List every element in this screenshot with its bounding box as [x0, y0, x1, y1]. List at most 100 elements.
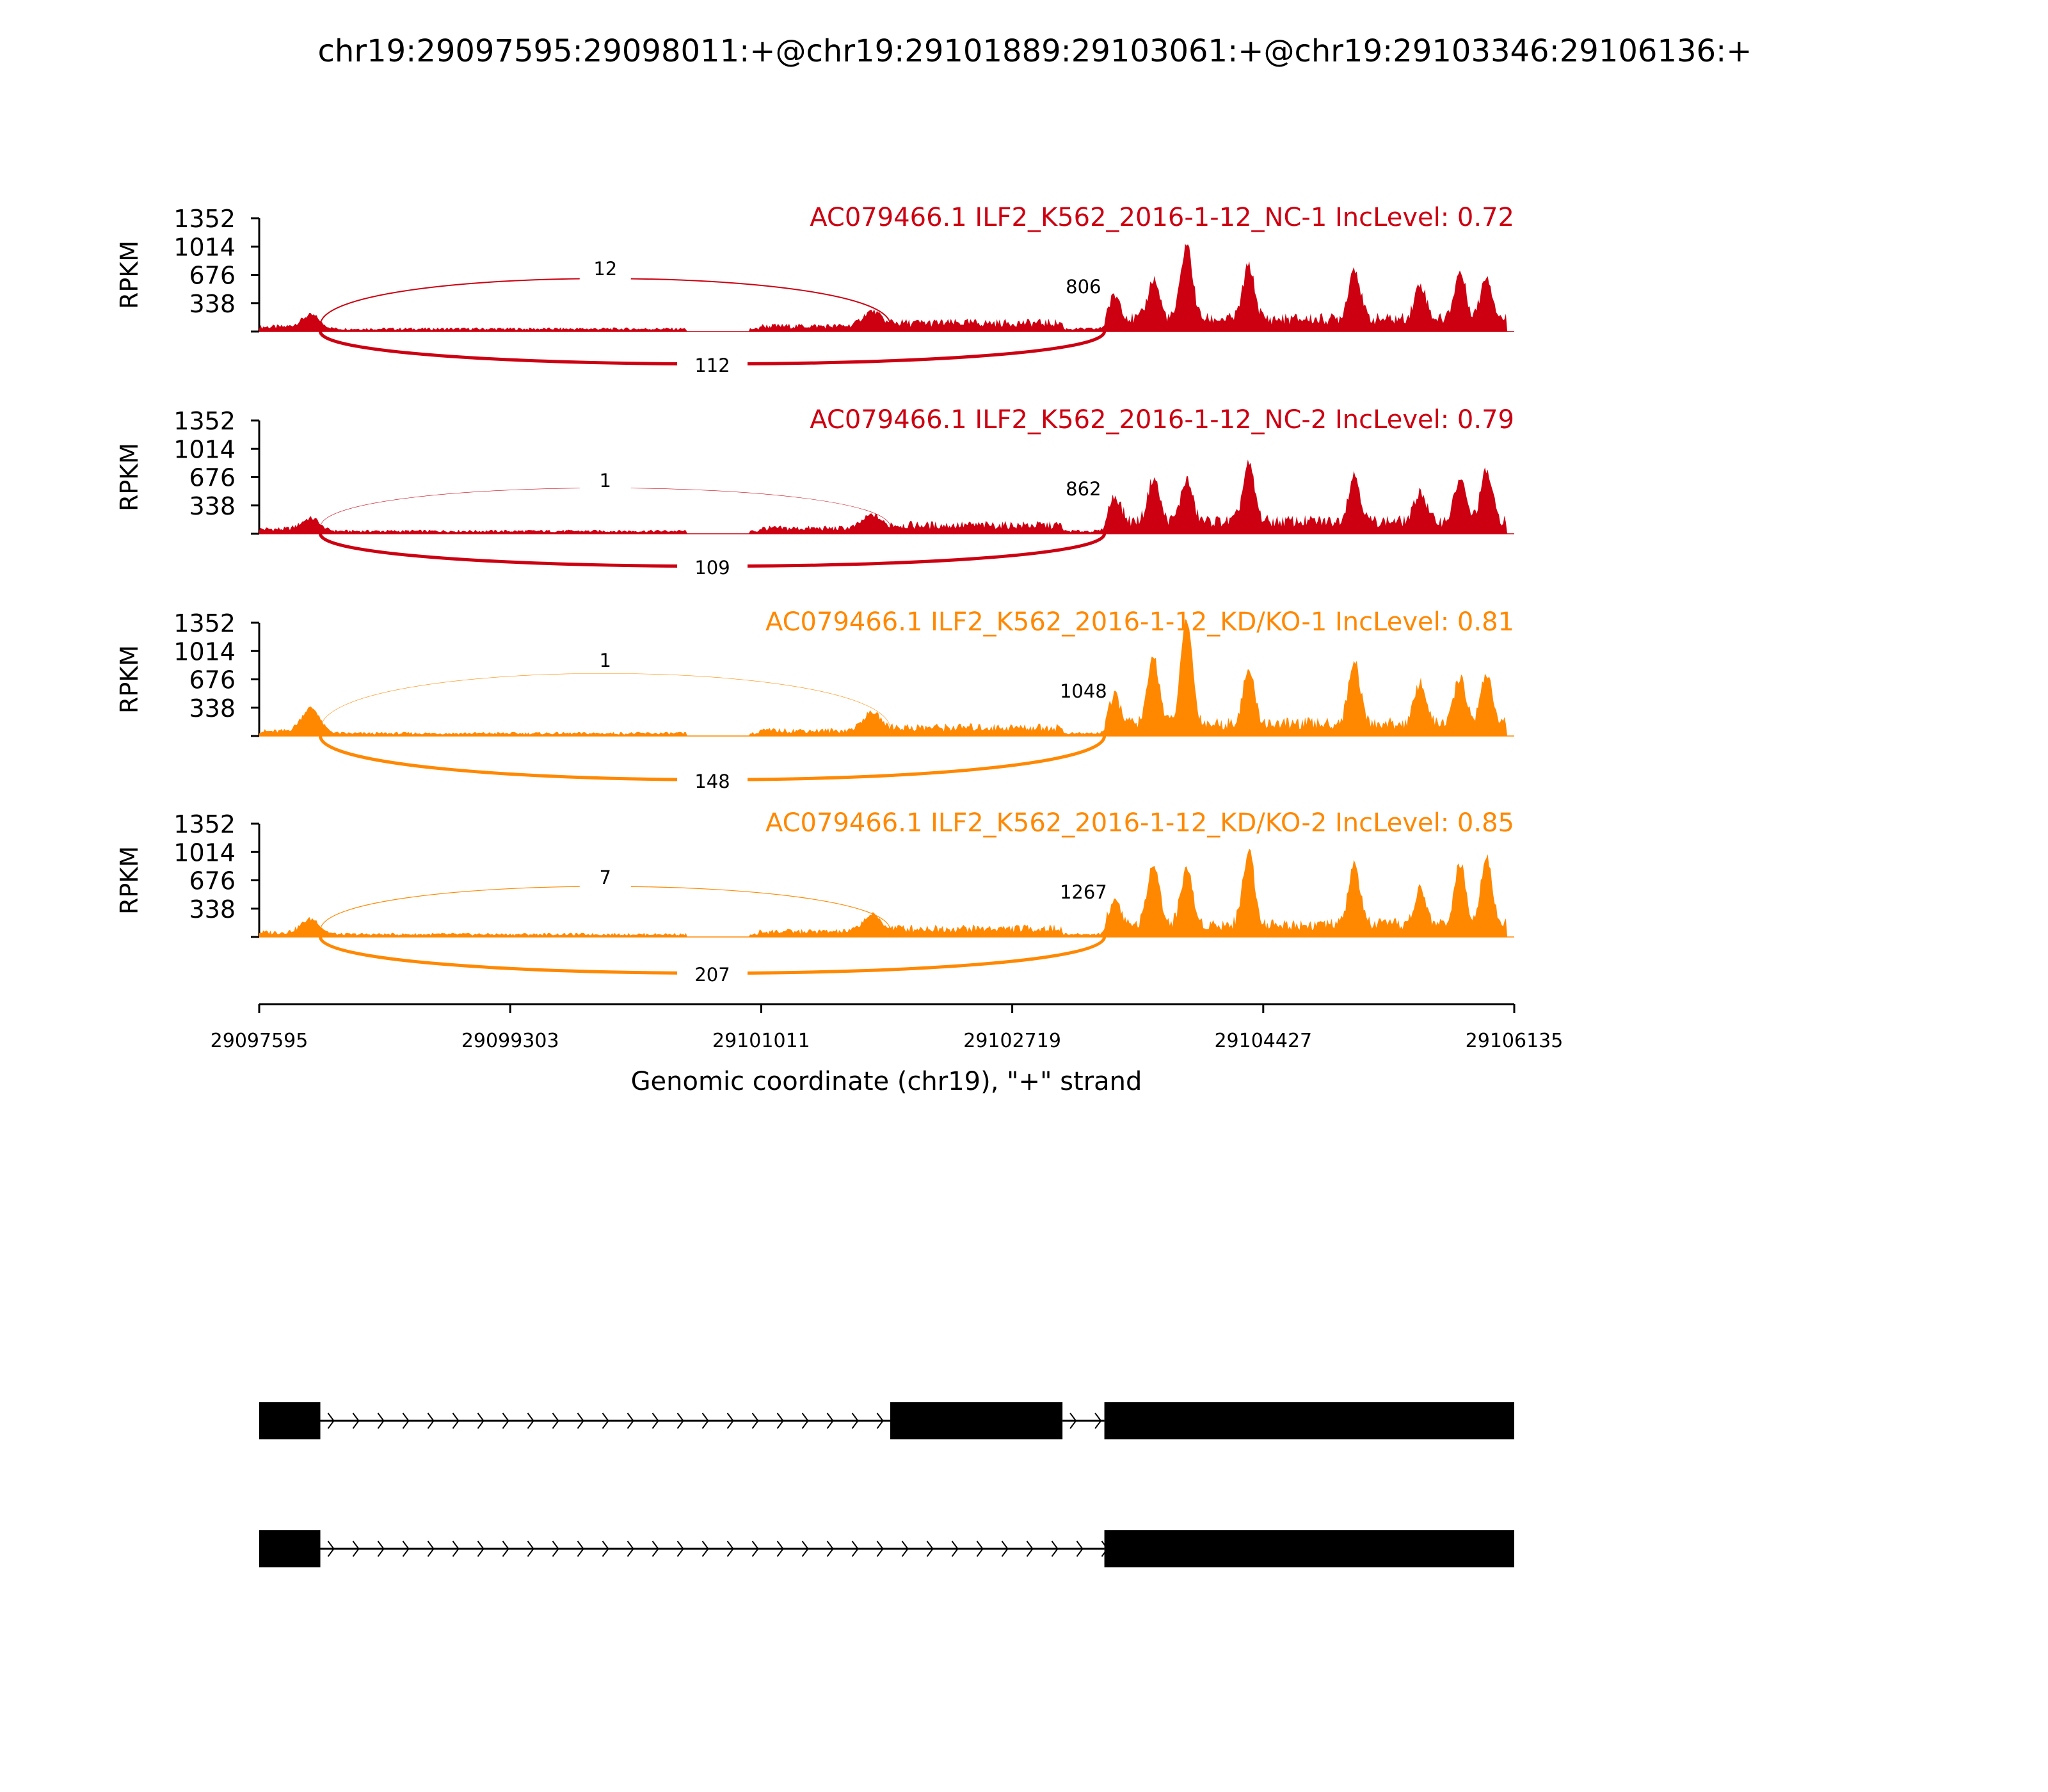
- coverage-area: [259, 849, 1514, 937]
- junction-label-bg: [677, 768, 748, 794]
- coverage-area: [259, 460, 1514, 534]
- strand-arrow-icon: [352, 1540, 360, 1557]
- strand-arrow-icon: [951, 1540, 959, 1557]
- strand-arrow-icon: [801, 1540, 809, 1557]
- strand-arrow-icon: [527, 1412, 534, 1429]
- strand-arrow-icon: [1001, 1540, 1009, 1557]
- junction-count-inclusion: 7: [600, 867, 611, 888]
- x-tick-label: 29097595: [211, 1030, 308, 1052]
- track-title: AC079466.1 ILF2_K562_2016-1-12_KD/KO-2 I…: [765, 808, 1514, 838]
- junction-count-inner: 1048: [1060, 680, 1107, 702]
- y-tick-label: 676: [189, 464, 236, 492]
- strand-arrow-icon: [876, 1540, 884, 1557]
- x-axis: 29097595 29099303 29101011 29102719 29104427…: [211, 1003, 1564, 1052]
- strand-arrow-icon: [851, 1412, 859, 1429]
- y-tick-label: 676: [189, 666, 236, 694]
- track-title: AC079466.1 ILF2_K562_2016-1-12_NC-1 IncL…: [810, 203, 1514, 232]
- strand-arrow-icon: [926, 1540, 934, 1557]
- exon-block: [890, 1402, 1063, 1439]
- strand-arrow-icon: [701, 1412, 709, 1429]
- x-tick-label: 29106135: [1466, 1030, 1564, 1052]
- y-tick-label: 1014: [173, 838, 236, 867]
- track-title: AC079466.1 ILF2_K562_2016-1-12_NC-2 IncL…: [810, 405, 1514, 435]
- y-tick-label: 676: [189, 262, 236, 290]
- exon-block: [259, 1402, 321, 1439]
- strand-arrow-icon: [751, 1540, 759, 1557]
- track-title: AC079466.1 ILF2_K562_2016-1-12_KD/KO-1 I…: [765, 607, 1514, 637]
- y-tick-label: 338: [189, 290, 236, 318]
- x-tick-label: 29104427: [1214, 1030, 1312, 1052]
- strand-arrow-icon: [1076, 1540, 1084, 1557]
- junction-count-inclusion: 1: [600, 650, 611, 671]
- strand-arrow-icon: [801, 1412, 809, 1429]
- strand-arrow-icon: [527, 1540, 534, 1557]
- strand-arrow-icon: [627, 1540, 634, 1557]
- junction-label-bg: [677, 554, 748, 580]
- strand-arrow-icon: [751, 1412, 759, 1429]
- strand-arrow-icon: [701, 1540, 709, 1557]
- y-axis-label: RPKM: [115, 846, 143, 915]
- strand-arrow-icon: [402, 1412, 410, 1429]
- strand-arrow-icon: [726, 1540, 734, 1557]
- strand-arrow-icon: [427, 1412, 435, 1429]
- strand-arrow-icon: [826, 1540, 834, 1557]
- strand-arrow-icon: [901, 1540, 909, 1557]
- y-tick-label: 676: [189, 867, 236, 895]
- junction-arc-inner: [1061, 895, 1106, 918]
- strand-arrow-icon: [602, 1412, 609, 1429]
- strand-arrow-icon: [826, 1412, 834, 1429]
- exon-block: [1104, 1402, 1514, 1439]
- y-tick-label: 1352: [173, 407, 236, 435]
- strand-arrow-icon: [776, 1540, 784, 1557]
- strand-arrow-icon: [1026, 1540, 1034, 1557]
- y-axis-label: RPKM: [115, 645, 143, 714]
- x-axis-label: Genomic coordinate (chr19), "+" strand: [631, 1067, 1142, 1096]
- coverage-area: [259, 244, 1514, 332]
- junction-label-bg: [579, 649, 631, 672]
- exon-block: [1104, 1530, 1514, 1567]
- junction-arc-inner: [1061, 289, 1106, 313]
- junction-count-skip: 109: [694, 557, 730, 579]
- junction-arc-inclusion: [320, 488, 891, 528]
- strand-arrow-icon: [427, 1540, 435, 1557]
- junction-count-skip: 207: [694, 964, 730, 986]
- junction-count-skip: 112: [694, 355, 730, 376]
- y-tick-label: 1352: [173, 205, 236, 233]
- junction-arc-inclusion: [319, 886, 891, 931]
- strand-arrow-icon: [477, 1412, 484, 1429]
- y-tick-label: 1352: [173, 609, 236, 637]
- strand-arrow-icon: [502, 1412, 509, 1429]
- strand-arrow-icon: [577, 1540, 584, 1557]
- strand-arrow-icon: [627, 1412, 634, 1429]
- x-tick-label: 29101011: [712, 1030, 810, 1052]
- junction-count-inclusion: 1: [600, 470, 611, 492]
- junction-label-bg: [579, 257, 631, 280]
- junction-count-inner: 1267: [1060, 881, 1107, 903]
- junction-label-bg: [579, 469, 631, 492]
- strand-arrow-icon: [377, 1540, 385, 1557]
- junction-label-bg: [579, 866, 631, 889]
- strand-arrow-icon: [352, 1412, 360, 1429]
- strand-arrow-icon: [327, 1540, 335, 1557]
- strand-arrow-icon: [726, 1412, 734, 1429]
- junction-count-skip: 148: [694, 771, 730, 792]
- junction-label-bg: [677, 961, 748, 987]
- x-tick-label: 29099303: [461, 1030, 559, 1052]
- strand-arrow-icon: [1069, 1412, 1077, 1429]
- strand-arrow-icon: [602, 1540, 609, 1557]
- gene-models: [259, 1402, 1514, 1567]
- strand-arrow-icon: [327, 1412, 335, 1429]
- junction-count-inner: 806: [1066, 276, 1101, 298]
- y-tick-label: 1014: [173, 435, 236, 463]
- junction-count-inner: 862: [1066, 478, 1101, 500]
- strand-arrow-icon: [577, 1412, 584, 1429]
- strand-arrow-icon: [676, 1540, 684, 1557]
- y-tick-label: 1014: [173, 637, 236, 666]
- strand-arrow-icon: [552, 1412, 559, 1429]
- strand-arrow-icon: [1094, 1412, 1102, 1429]
- junction-arc-inner: [1061, 694, 1106, 717]
